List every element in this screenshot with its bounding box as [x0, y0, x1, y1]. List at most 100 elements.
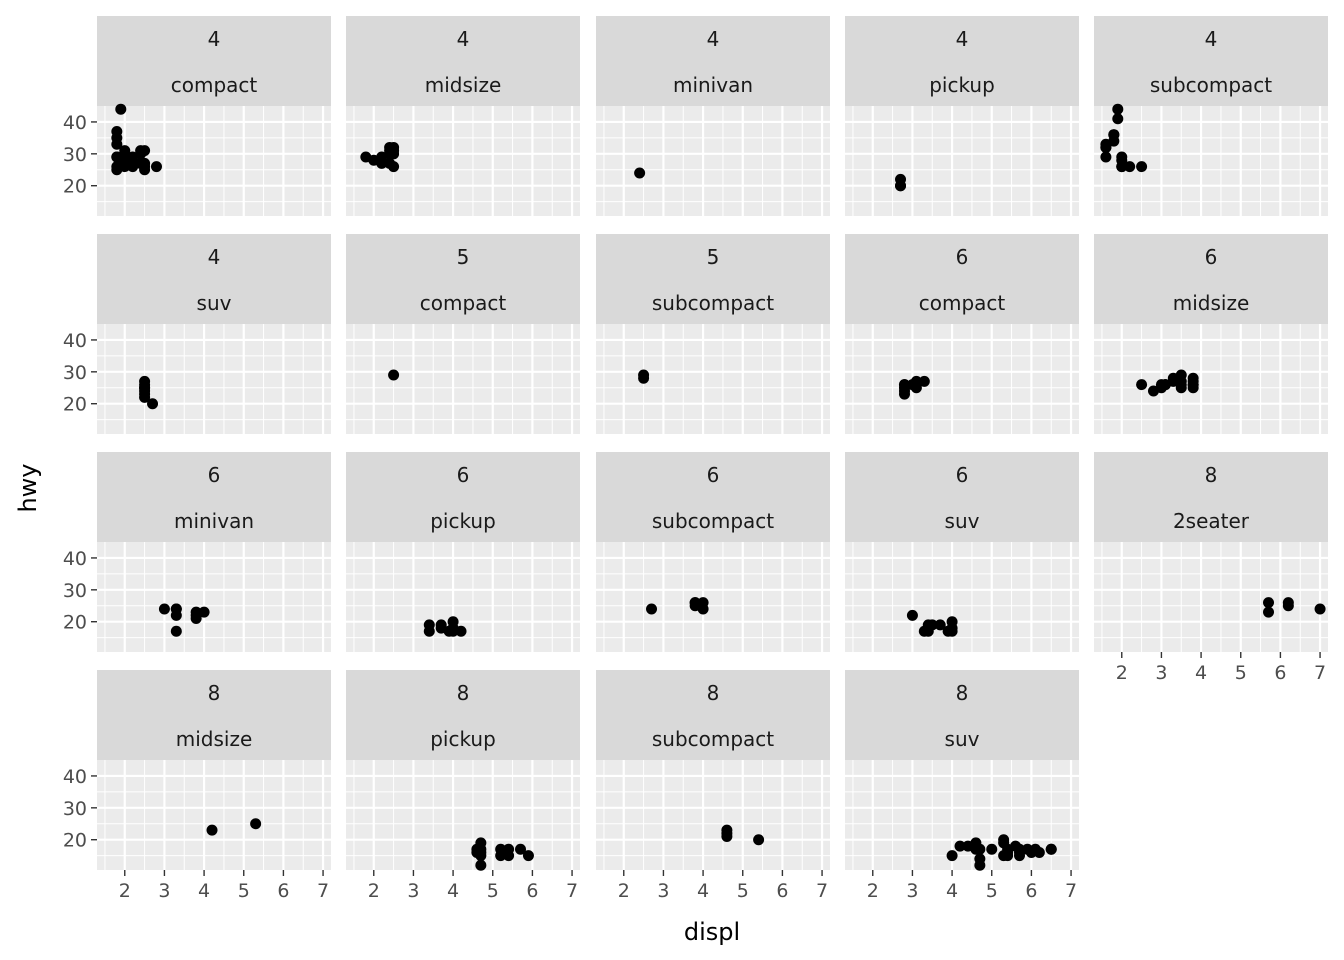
facet-panel: 5 compact — [346, 234, 580, 434]
data-point — [906, 609, 918, 621]
data-point — [1314, 603, 1326, 615]
facet-strip-class-label: pickup — [430, 509, 496, 533]
data-point — [634, 167, 646, 179]
data-point — [447, 616, 459, 628]
facet-strip-class-label: compact — [919, 291, 1006, 315]
facet-panel: 6 suv — [845, 452, 1079, 652]
facet-strip-cyl-label: 8 — [457, 681, 470, 705]
facet-strip-cyl-label: 8 — [1205, 463, 1218, 487]
facet-strip-class-label: suv — [197, 291, 232, 315]
facet-panel: 8 pickup 2 3 4 5 6 7 — [346, 670, 580, 902]
facet-strip-class-label: subcompact — [652, 509, 774, 533]
data-point — [946, 625, 958, 637]
data-point — [170, 603, 182, 615]
data-point — [1108, 129, 1120, 141]
data-point — [475, 859, 487, 871]
facet-strip — [346, 670, 580, 760]
data-point — [198, 606, 210, 618]
facet-strip — [845, 670, 1079, 760]
facet-strip-class-label: compact — [171, 73, 258, 97]
facet-strip — [596, 670, 830, 760]
data-point — [447, 625, 459, 637]
panel-background — [97, 324, 331, 434]
y-tick-label: 30 — [63, 580, 87, 602]
data-point — [646, 603, 658, 615]
facet-panel: 4 suv 20 30 40 — [63, 234, 331, 434]
panel-background — [97, 760, 331, 870]
x-tick-label: 6 — [1274, 662, 1286, 684]
data-point — [499, 846, 511, 858]
x-tick-label: 4 — [946, 880, 958, 902]
facet-panel: 4 midsize — [346, 16, 580, 216]
data-point — [974, 853, 986, 865]
facet-strip-cyl-label: 4 — [208, 245, 221, 269]
data-point — [898, 388, 910, 400]
y-tick-label: 40 — [63, 766, 87, 788]
facet-panel: 4 subcompact — [1094, 16, 1328, 216]
data-point — [753, 834, 765, 846]
data-point — [986, 843, 998, 855]
data-point — [1025, 846, 1037, 858]
data-point — [111, 126, 123, 138]
x-tick-label: 7 — [317, 880, 329, 902]
facet-panel: 6 pickup — [346, 452, 580, 652]
y-tick-label: 40 — [63, 548, 87, 570]
facet-strip — [845, 452, 1079, 542]
data-point — [170, 625, 182, 637]
facet-strip — [596, 452, 830, 542]
facet-strip-class-label: subcompact — [652, 727, 774, 751]
data-point — [1033, 846, 1045, 858]
x-tick-label: 6 — [1025, 880, 1037, 902]
facet-strip-class-label: pickup — [430, 727, 496, 751]
data-point — [895, 180, 907, 192]
data-point — [115, 103, 127, 115]
x-tick-label: 5 — [1235, 662, 1247, 684]
data-point — [250, 818, 262, 830]
facet-panel: 8 suv 2 3 4 5 6 7 — [845, 670, 1079, 902]
facet-strip — [346, 452, 580, 542]
data-point — [697, 603, 709, 615]
facet-strip — [1094, 16, 1328, 106]
data-point — [1045, 843, 1057, 855]
data-point — [946, 616, 958, 628]
facet-panel: 6 subcompact — [596, 452, 830, 652]
y-tick-label: 30 — [63, 362, 87, 384]
panel-background — [1094, 542, 1328, 652]
data-point — [1116, 161, 1128, 173]
facet-strip — [596, 234, 830, 324]
facet-strip-cyl-label: 8 — [956, 681, 969, 705]
data-point — [471, 843, 483, 855]
data-point — [1175, 382, 1187, 394]
data-point — [906, 379, 918, 391]
facet-strip-class-label: midsize — [1173, 291, 1250, 315]
x-tick-label: 4 — [697, 880, 709, 902]
facet-strip-class-label: 2seater — [1173, 509, 1250, 533]
facet-panel: 4 minivan — [596, 16, 830, 216]
data-point — [388, 369, 400, 381]
x-tick-label: 6 — [526, 880, 538, 902]
facet-strip-cyl-label: 4 — [707, 27, 720, 51]
facet-panel: 5 subcompact — [596, 234, 830, 434]
panel-background — [845, 106, 1079, 216]
x-tick-label: 3 — [158, 880, 170, 902]
data-point — [158, 603, 170, 615]
data-point — [522, 850, 534, 862]
data-point — [1112, 103, 1124, 115]
panel-background — [596, 106, 830, 216]
facet-panel: 8 2seater 2 3 4 5 6 7 — [1094, 452, 1328, 684]
data-point — [190, 606, 202, 618]
facet-strip-cyl-label: 6 — [457, 463, 470, 487]
data-point — [1002, 846, 1014, 858]
y-tick-label: 20 — [63, 394, 87, 416]
facet-strip-class-label: subcompact — [1150, 73, 1272, 97]
x-tick-label: 4 — [198, 880, 210, 902]
y-tick-label: 30 — [63, 798, 87, 820]
facet-strip — [1094, 234, 1328, 324]
facet-strip — [346, 234, 580, 324]
data-point — [1282, 600, 1294, 612]
facet-strip-class-label: compact — [420, 291, 507, 315]
facet-panel: 8 midsize 20 30 40 2 3 4 5 6 7 — [63, 670, 331, 902]
data-point — [638, 369, 650, 381]
y-tick-label: 20 — [63, 176, 87, 198]
